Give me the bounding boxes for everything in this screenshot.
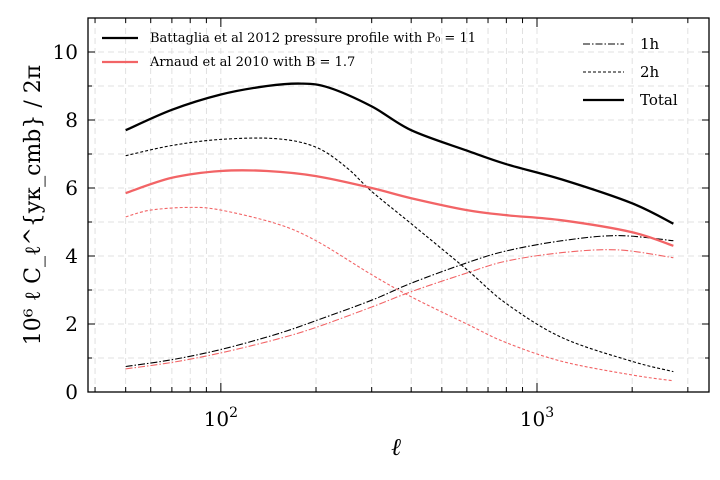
x-tick-label: 102 [204, 405, 238, 431]
series-lines [125, 82, 674, 382]
y-tick-label: 2 [65, 312, 78, 336]
y-tick-label: 10 [53, 40, 78, 64]
style-legend: 1h 2h Total [583, 35, 678, 109]
series-line-arnaud-1h [125, 249, 674, 370]
y-axis-label: 10⁶ ℓ C_ℓ^{yκ_cmb} / 2π [21, 65, 46, 345]
x-axis-label: ℓ [391, 433, 401, 461]
y-tick-label: 4 [65, 244, 78, 268]
legend-label-total: Total [640, 91, 678, 109]
tick-labels: 0 2 4 6 8 10 102 103 [53, 40, 555, 431]
series-line-battaglia-total [125, 82, 674, 225]
legend-label-arnaud: Arnaud et al 2010 with B = 1.7 [149, 55, 355, 70]
series-line-battaglia-1h [125, 235, 674, 368]
series-line-arnaud-total [125, 169, 674, 247]
series-line-battaglia-2h [125, 137, 674, 373]
legend-label-2h: 2h [640, 63, 660, 81]
legend-label-1h: 1h [640, 35, 660, 53]
legend-label-battaglia: Battaglia et al 2012 pressure profile wi… [150, 31, 476, 46]
x-tick-label: 103 [520, 405, 554, 431]
y-tick-label: 0 [65, 380, 78, 404]
color-legend: Battaglia et al 2012 pressure profile wi… [102, 31, 476, 70]
ticks [88, 17, 709, 393]
y-tick-label: 8 [65, 108, 78, 132]
plot-frame [87, 17, 710, 393]
y-tick-label: 6 [65, 176, 78, 200]
grid [88, 17, 709, 393]
series-line-arnaud-2h [125, 206, 674, 382]
